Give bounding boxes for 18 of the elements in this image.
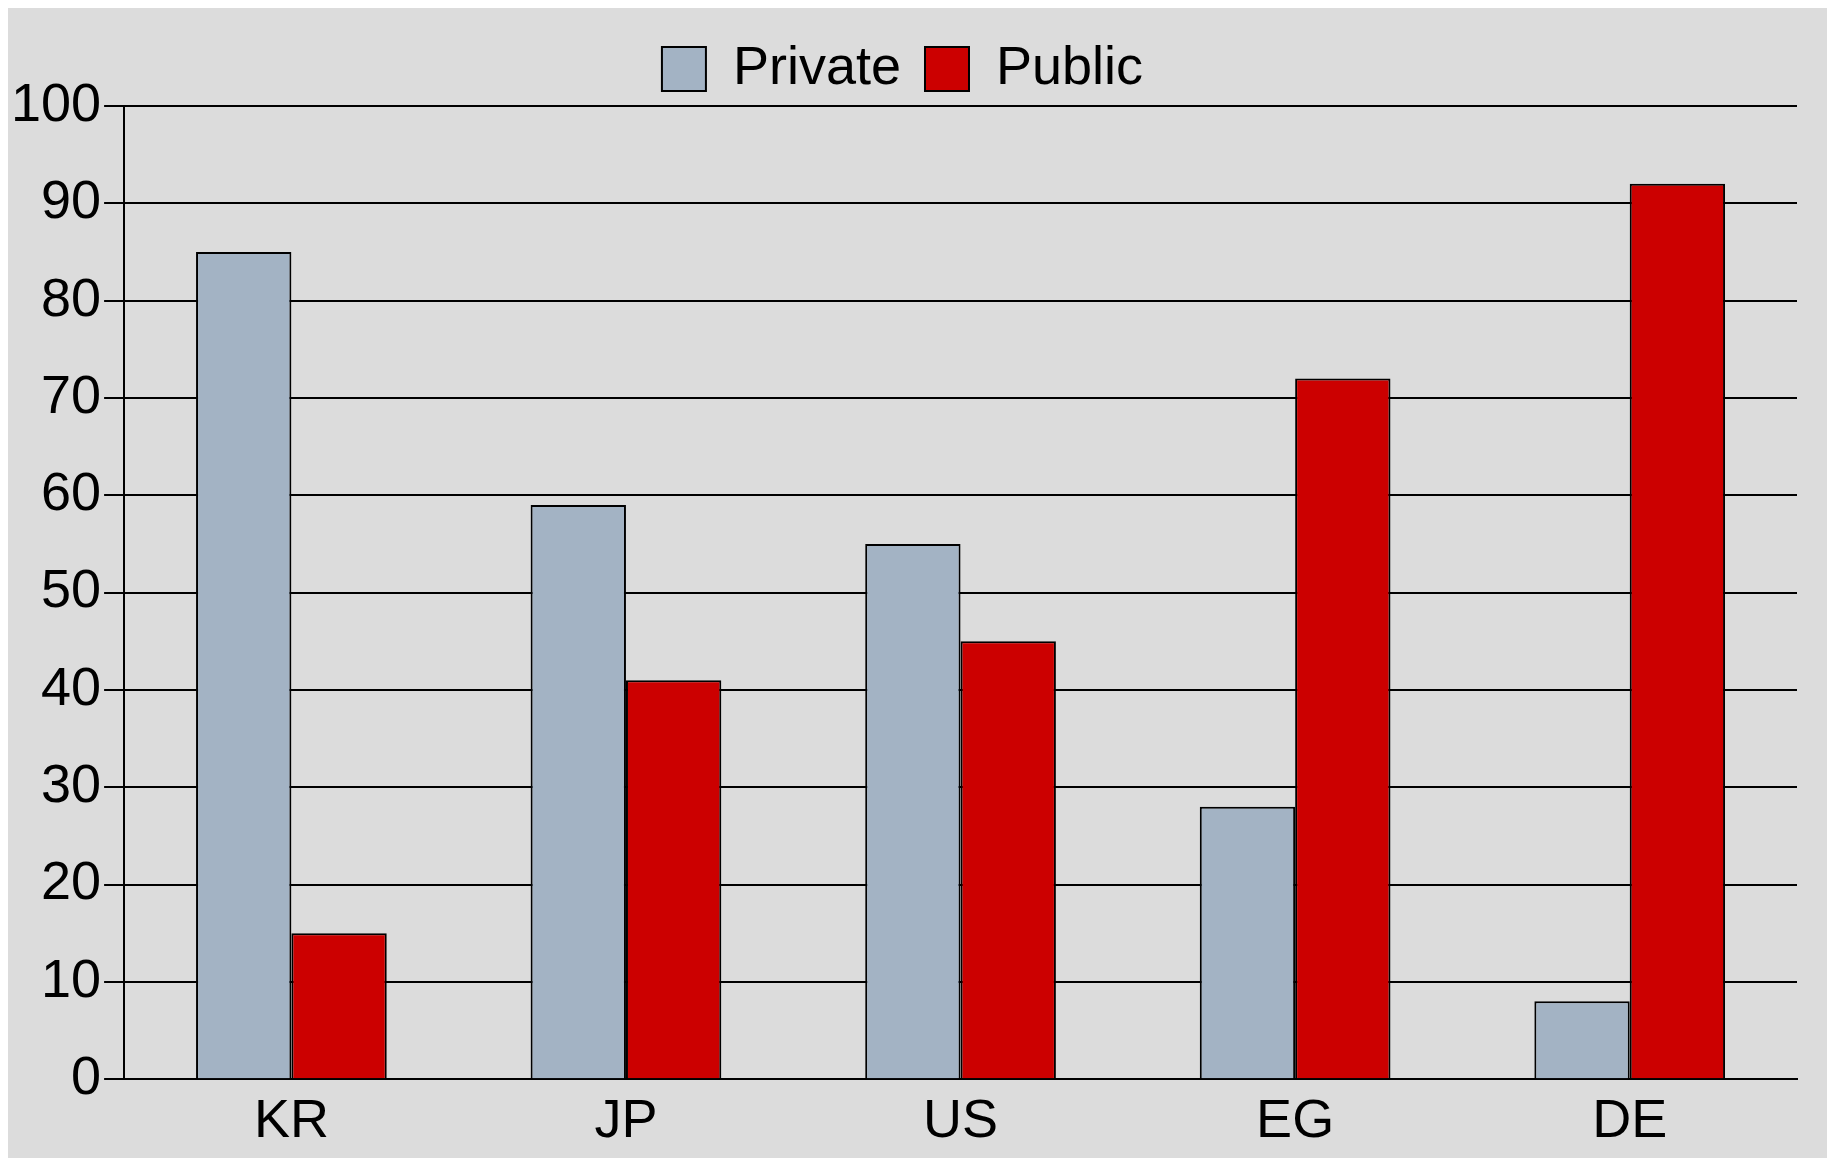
x-tick-label: DE <box>1592 1088 1668 1149</box>
y-tick-label: 0 <box>71 1045 102 1106</box>
y-tick-label: 50 <box>41 558 102 619</box>
y-tick-label: 70 <box>41 363 102 424</box>
y-tick-label: 100 <box>10 71 102 132</box>
x-tick-label: EG <box>1256 1088 1335 1149</box>
x-tick-label: US <box>923 1088 999 1149</box>
legend-label: Public <box>995 34 1144 95</box>
x-tick-label: JP <box>594 1088 658 1149</box>
y-tick-label: 40 <box>41 655 102 716</box>
y-tick-label: 20 <box>41 850 102 911</box>
y-tick-label: 60 <box>41 461 102 522</box>
y-tick-label: 30 <box>41 753 102 814</box>
x-tick-label: KR <box>253 1088 329 1149</box>
legend-label: Private <box>732 34 902 95</box>
y-tick-label: 80 <box>41 266 102 327</box>
y-tick-label: 90 <box>41 169 102 230</box>
y-tick-label: 10 <box>41 947 102 1008</box>
